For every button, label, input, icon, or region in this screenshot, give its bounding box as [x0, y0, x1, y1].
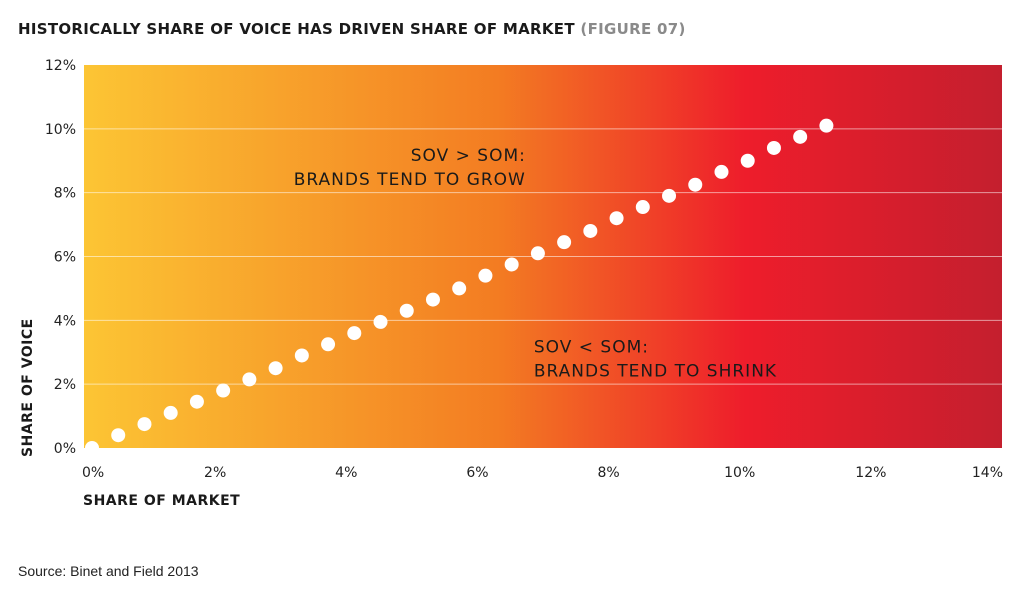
data-point [216, 383, 231, 398]
data-point [268, 361, 283, 376]
x-axis-label: SHARE OF MARKET [83, 493, 240, 509]
x-axis-ticks: 0% 2% 4% 6% 8% 10% 12% 14% [82, 465, 1003, 481]
y-tick-label: 6% [54, 250, 76, 266]
x-tick-label: 4% [335, 465, 357, 481]
data-point [399, 303, 414, 318]
data-point [347, 326, 362, 341]
data-point [425, 292, 440, 307]
x-tick-label: 6% [466, 465, 488, 481]
data-point [714, 164, 729, 179]
data-point [163, 405, 178, 420]
data-point [688, 177, 703, 192]
x-tick-label: 2% [204, 465, 226, 481]
data-point [609, 211, 624, 226]
data-point [137, 417, 152, 432]
x-tick-label: 0% [82, 465, 104, 481]
data-point [85, 441, 99, 455]
data-point [321, 337, 336, 352]
data-point [504, 257, 519, 272]
x-tick-label: 10% [724, 465, 755, 481]
data-point [294, 348, 309, 363]
figure-label: (FIGURE 07) [580, 20, 686, 38]
x-tick-label: 12% [855, 465, 886, 481]
data-point [478, 268, 493, 283]
data-point [452, 281, 467, 296]
y-axis-label: SHARE OF VOICE [20, 318, 36, 457]
annotations: SOV > SOM: BRANDS TEND TO GROW SOV < SOM: B… [294, 146, 777, 382]
annotation-line: SOV > SOM: [411, 146, 526, 166]
data-point [635, 200, 650, 215]
data-point [189, 394, 204, 409]
data-point [557, 235, 572, 250]
data-point [242, 372, 257, 387]
x-tick-label: 8% [597, 465, 619, 481]
data-point [583, 223, 598, 238]
annotation-line: BRANDS TEND TO SHRINK [534, 361, 777, 381]
data-point [530, 246, 545, 261]
data-point [766, 140, 781, 155]
data-point [662, 188, 677, 203]
y-tick-label: 2% [54, 377, 76, 393]
x-tick-label: 14% [972, 465, 1003, 481]
data-point [793, 129, 808, 144]
y-tick-label: 8% [54, 186, 76, 202]
chart-title-text: HISTORICALLY SHARE OF VOICE HAS DRIVEN S… [18, 20, 575, 38]
data-point [373, 314, 388, 329]
y-tick-label: 10% [45, 122, 76, 138]
data-point [819, 118, 834, 133]
source-note: Source: Binet and Field 2013 [18, 563, 199, 579]
y-tick-label: 4% [54, 313, 76, 329]
data-point [740, 153, 755, 168]
y-axis-ticks: 0% 2% 4% 6% 8% 10% 12% [45, 58, 76, 457]
y-tick-label: 12% [45, 58, 76, 74]
annotation-line: SOV < SOM: [534, 337, 649, 357]
y-tick-label: 0% [54, 441, 76, 457]
annotation-line: BRANDS TEND TO GROW [294, 170, 526, 190]
chart-title: HISTORICALLY SHARE OF VOICE HAS DRIVEN S… [18, 20, 686, 38]
data-points [85, 118, 834, 455]
data-point [111, 428, 126, 443]
